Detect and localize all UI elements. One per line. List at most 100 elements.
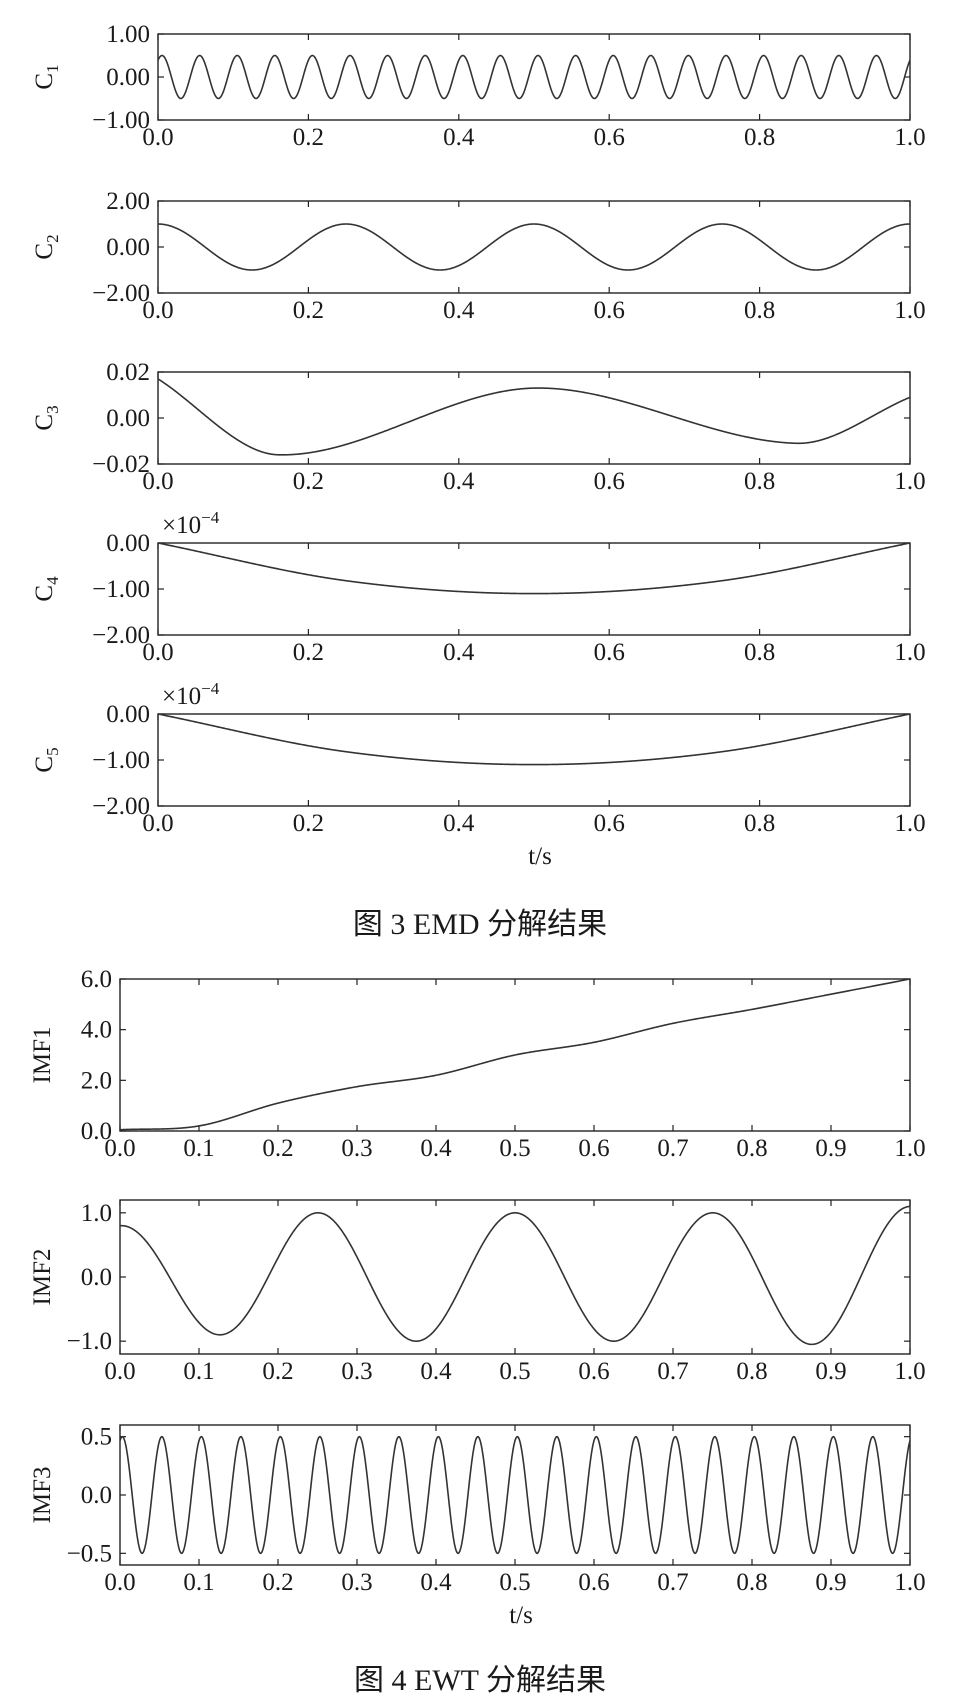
subplot-7: 0.0 0.1 0.2 0.3 0.4 0.5 0.6 0.7 0.8 0.9 1.0 −1.0 0.0… <box>29 1199 926 1385</box>
y-axis-label: C1 <box>31 64 62 89</box>
y-tick-label: 1.00 <box>106 21 150 48</box>
x-tick-label: 0.6 <box>594 639 625 666</box>
x-tick-label: 1.0 <box>894 297 925 324</box>
series-line <box>157 542 911 595</box>
x-tick-label: 0.6 <box>594 124 625 151</box>
x-tick-label: 0.0 <box>142 124 173 151</box>
x-tick-label: 0.8 <box>744 124 775 151</box>
x-tick-label: 1.0 <box>894 1135 925 1162</box>
y-tick-label: 0.00 <box>106 64 150 91</box>
y-axis-label: C4 <box>31 576 62 602</box>
x-tick-label: 0.1 <box>183 1358 214 1385</box>
x-tick-label: 0.2 <box>293 297 324 324</box>
x-tick-label: 0.4 <box>443 639 475 666</box>
subplots: 0.0 0.2 0.4 0.6 0.8 1.0 −1.00 0.00 1.00 C1 0.0 0.2 0… <box>29 21 926 1629</box>
x-tick-label: 0.5 <box>499 1135 530 1162</box>
y-tick-label: 0.00 <box>106 701 150 728</box>
x-tick-label: 1.0 <box>894 468 925 495</box>
y-axis-label: IMF2 <box>29 1249 56 1306</box>
x-tick-label: 0.8 <box>736 1569 767 1596</box>
x-tick-label: 0.8 <box>744 468 775 495</box>
y-tick-label: 0.00 <box>106 530 150 557</box>
y-tick-label: −1.0 <box>67 1328 112 1355</box>
x-tick-label: 1.0 <box>894 1358 925 1385</box>
x-tick-label: 0.8 <box>744 639 775 666</box>
series-line <box>157 713 911 766</box>
figure-caption-ewt: 图 4 EWT 分解结果 <box>354 1664 606 1697</box>
y-tick-label: −0.02 <box>92 451 150 478</box>
y-tick-label: −1.00 <box>92 576 150 603</box>
x-tick-label: 0.4 <box>420 1569 452 1596</box>
y-axis-label: C2 <box>31 234 62 259</box>
plot-frame <box>157 33 911 121</box>
x-tick-label: 0.0 <box>104 1135 135 1162</box>
y-tick-label: 0.0 <box>81 1264 112 1291</box>
x-tick-label: 0.7 <box>657 1358 688 1385</box>
x-axis-label: t/s <box>528 843 552 870</box>
subplot-2: 0.0 0.2 0.4 0.6 0.8 1.0 −2.00 0.00 2.00 C2 <box>31 188 926 324</box>
x-tick-label: 0.3 <box>341 1358 372 1385</box>
y-axis-label: C3 <box>31 405 62 430</box>
figure-caption-emd: 图 3 EMD 分解结果 <box>353 908 607 941</box>
y-tick-label: 1.0 <box>81 1200 112 1227</box>
x-tick-label: 1.0 <box>894 124 925 151</box>
x-tick-label: 0.0 <box>142 639 173 666</box>
plot-frame <box>157 713 911 807</box>
x-tick-label: 0.6 <box>578 1358 609 1385</box>
x-tick-label: 0.8 <box>744 297 775 324</box>
x-tick-label: 0.0 <box>142 297 173 324</box>
x-tick-label: 0.0 <box>142 810 173 837</box>
subplot-4: 0.0 0.2 0.4 0.6 0.8 1.0 −2.00 −1.00 0.00 C4 ×10−4 <box>31 508 926 666</box>
series-line <box>119 1205 911 1346</box>
x-tick-label: 0.0 <box>142 468 173 495</box>
x-tick-label: 0.4 <box>443 468 475 495</box>
subplot-6: 0.0 0.1 0.2 0.3 0.4 0.5 0.6 0.7 0.8 0.9 1.0 0.0 2.0 4… <box>29 966 926 1162</box>
x-tick-label: 0.6 <box>578 1135 609 1162</box>
x-tick-label: 0.6 <box>594 297 625 324</box>
subplot-5: 0.0 0.2 0.4 0.6 0.8 1.0 −2.00 −1.00 0.00 C5 ×10−4 t… <box>31 679 926 870</box>
x-tick-label: 0.7 <box>657 1135 688 1162</box>
y-tick-label: −0.5 <box>67 1540 112 1567</box>
x-tick-label: 0.5 <box>499 1358 530 1385</box>
y-tick-label: 2.00 <box>106 188 150 215</box>
plot-frame <box>157 542 911 636</box>
x-tick-label: 0.4 <box>420 1135 452 1162</box>
x-tick-label: 0.0 <box>104 1569 135 1596</box>
y-tick-label: 0.02 <box>106 359 150 386</box>
x-tick-label: 0.6 <box>594 468 625 495</box>
y-axis-label: C5 <box>31 747 62 772</box>
subplot-8: 0.0 0.1 0.2 0.3 0.4 0.5 0.6 0.7 0.8 0.9 1.0−0.50.0… <box>29 1424 926 1629</box>
x-tick-label: 0.8 <box>736 1358 767 1385</box>
y-tick-label: 2.0 <box>81 1067 112 1094</box>
y-tick-label: −1.00 <box>92 107 150 134</box>
y-tick-label: −2.00 <box>92 280 150 307</box>
series-line <box>157 223 911 271</box>
y-multiplier: ×10−4 <box>162 679 220 710</box>
x-tick-label: 0.4 <box>443 124 475 151</box>
y-tick-label: 0.0 <box>81 1482 112 1509</box>
x-tick-label: 0.9 <box>815 1358 846 1385</box>
y-tick-label: 4.0 <box>81 1017 112 1044</box>
y-axis-label: IMF3 <box>29 1467 56 1524</box>
x-tick-label: 0.9 <box>815 1135 846 1162</box>
x-tick-label: 0.2 <box>293 468 324 495</box>
x-tick-label: 0.4 <box>420 1358 452 1385</box>
y-tick-label: −1.00 <box>92 747 150 774</box>
y-multiplier: ×10−4 <box>162 508 220 539</box>
x-tick-label: 0.9 <box>815 1569 846 1596</box>
x-tick-label: 0.7 <box>657 1569 688 1596</box>
x-tick-label: 0.1 <box>183 1135 214 1162</box>
x-tick-label: 0.0 <box>104 1358 135 1385</box>
x-tick-label: 1.0 <box>894 810 925 837</box>
y-tick-label: 0.5 <box>81 1424 112 1451</box>
subplot-1: 0.0 0.2 0.4 0.6 0.8 1.0 −1.00 0.00 1.00 C1 <box>31 21 926 151</box>
x-tick-label: 0.3 <box>341 1569 372 1596</box>
series-line <box>119 1435 911 1555</box>
series-line <box>119 978 911 1131</box>
x-tick-label: 0.5 <box>499 1569 530 1596</box>
series-line <box>157 378 911 456</box>
x-tick-label: 1.0 <box>894 1569 925 1596</box>
plot-frame <box>119 1424 911 1566</box>
x-tick-label: 0.1 <box>183 1569 214 1596</box>
